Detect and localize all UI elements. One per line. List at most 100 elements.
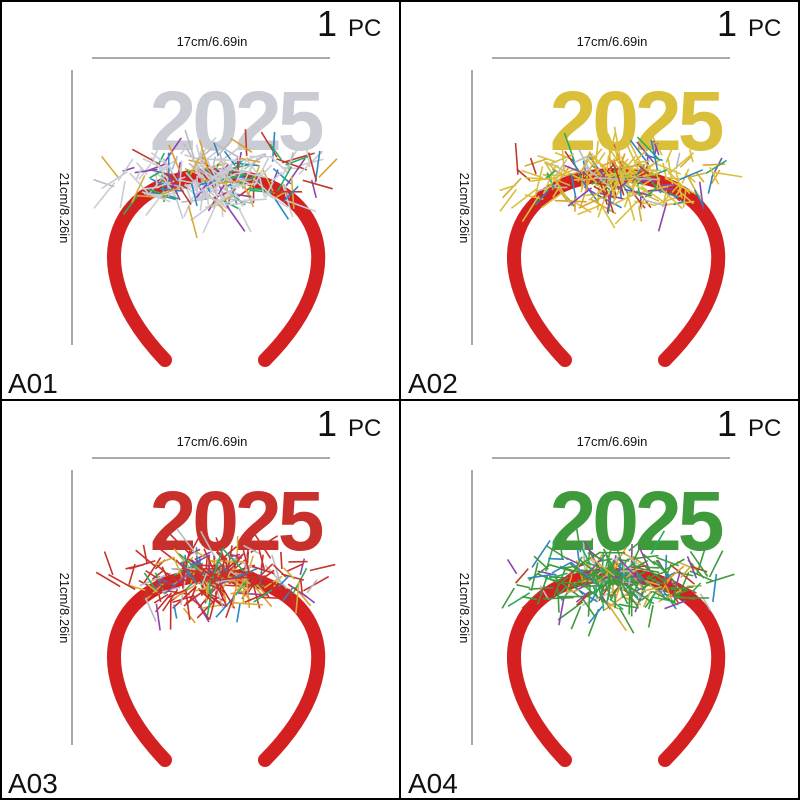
tinsel-strand <box>95 571 121 588</box>
width-label: 17cm/6.69in <box>577 434 648 449</box>
tinsel-strand <box>202 578 222 587</box>
tinsel-strand <box>578 195 605 209</box>
tinsel-strand <box>192 157 201 179</box>
tinsel-strand <box>302 179 333 190</box>
tinsel-strand <box>230 137 253 153</box>
tinsel-strand <box>650 139 659 171</box>
tinsel-strand <box>611 180 620 197</box>
tinsel-strand <box>181 567 202 575</box>
tinsel-strand <box>610 150 626 173</box>
tinsel-strand <box>172 585 197 609</box>
tinsel-strand <box>618 580 643 596</box>
tinsel-strand <box>673 584 677 604</box>
panel: 2025 17cm/6.69in 21cm/8.26in 1 PC A02 <box>408 3 781 399</box>
tinsel-strand <box>605 171 638 176</box>
tinsel-strand <box>649 131 663 156</box>
tinsel-strand <box>184 183 193 204</box>
tinsel-strand <box>521 169 544 179</box>
tinsel-strand <box>191 593 210 623</box>
tinsel-strand <box>179 143 190 155</box>
tinsel-strand <box>534 189 550 206</box>
tinsel-strand <box>641 577 657 591</box>
tinsel-strand <box>198 139 208 166</box>
tinsel-strand <box>524 158 547 167</box>
tinsel-strand <box>614 199 640 225</box>
tinsel-strand <box>618 558 643 584</box>
tinsel-strand <box>621 583 640 609</box>
tinsel-strand <box>575 591 590 603</box>
tinsel-strand <box>119 180 126 209</box>
tinsel-strand <box>527 573 556 579</box>
tinsel-strand <box>272 564 287 578</box>
tinsel-strand <box>578 148 593 175</box>
tinsel-strand <box>206 171 224 184</box>
tinsel-strand <box>635 171 641 197</box>
tinsel-strand <box>175 198 184 220</box>
tinsel-strand <box>695 171 705 183</box>
tinsel-strand <box>261 596 278 599</box>
tinsel-strand <box>507 592 531 608</box>
tinsel-strand <box>644 187 658 198</box>
tinsel-strand <box>251 571 279 587</box>
tinsel-strand <box>144 583 164 601</box>
tinsel-strand <box>282 183 290 198</box>
tinsel-strand <box>554 180 574 207</box>
tinsel-strand <box>688 172 706 179</box>
tinsel-strand <box>282 567 296 580</box>
tinsel-strand <box>200 146 223 165</box>
tinsel-strand <box>640 185 667 204</box>
tinsel-strand <box>552 185 561 198</box>
tinsel-strand <box>192 186 213 190</box>
tinsel-strand <box>606 190 613 213</box>
tinsel-strand <box>162 137 182 165</box>
tinsel-strand <box>713 171 743 178</box>
tinsel-strand <box>592 154 614 181</box>
tinsel-strand <box>247 172 268 179</box>
tinsel-strand <box>241 547 251 575</box>
tinsel-strand <box>637 160 650 164</box>
tinsel-strand <box>640 197 645 210</box>
tinsel-strand <box>615 560 638 577</box>
tinsel-strand <box>282 185 299 203</box>
tinsel-strand <box>195 586 210 592</box>
tinsel-strand <box>531 540 551 568</box>
tinsel-strand <box>566 589 580 594</box>
tinsel-strand <box>153 556 175 567</box>
tinsel-strand <box>587 552 602 560</box>
tinsel-strand <box>167 144 182 175</box>
tinsel-strand <box>631 564 647 569</box>
tinsel-strand <box>647 595 654 610</box>
tinsel-strand <box>558 596 565 626</box>
tinsel-strand <box>218 179 252 185</box>
tinsel-strand <box>555 158 568 176</box>
tinsel-strand <box>208 579 211 594</box>
tinsel-strand <box>141 186 160 190</box>
variant-label: A01 <box>8 368 58 399</box>
tinsel-strand <box>189 155 202 175</box>
variant-label: A02 <box>408 368 458 399</box>
tinsel-strand <box>559 539 564 560</box>
tinsel-strand <box>143 572 158 592</box>
tinsel-strand <box>274 199 290 220</box>
tinsel-strand <box>155 603 161 631</box>
tinsel-strand <box>576 548 580 561</box>
tinsel-strand <box>563 132 576 162</box>
tinsel-strand <box>216 199 228 210</box>
tinsel-strand <box>130 175 146 204</box>
tinsel-strand <box>153 593 169 604</box>
tinsel-strand <box>556 187 569 203</box>
tinsel-strand <box>571 556 583 576</box>
tinsel-strand <box>299 579 303 593</box>
tinsel-strand <box>600 157 621 168</box>
tinsel-strand <box>588 605 604 624</box>
tinsel-strand <box>236 156 249 182</box>
tinsel-strand <box>166 572 184 586</box>
tinsel-strand <box>541 192 563 209</box>
tinsel-strand <box>691 582 702 593</box>
tinsel-strand <box>543 596 574 600</box>
tinsel-strand <box>285 157 306 187</box>
tinsel-strand <box>161 187 181 195</box>
tinsel-strand <box>600 204 616 229</box>
tinsel-strand <box>707 171 715 194</box>
tinsel-strand <box>644 580 660 586</box>
